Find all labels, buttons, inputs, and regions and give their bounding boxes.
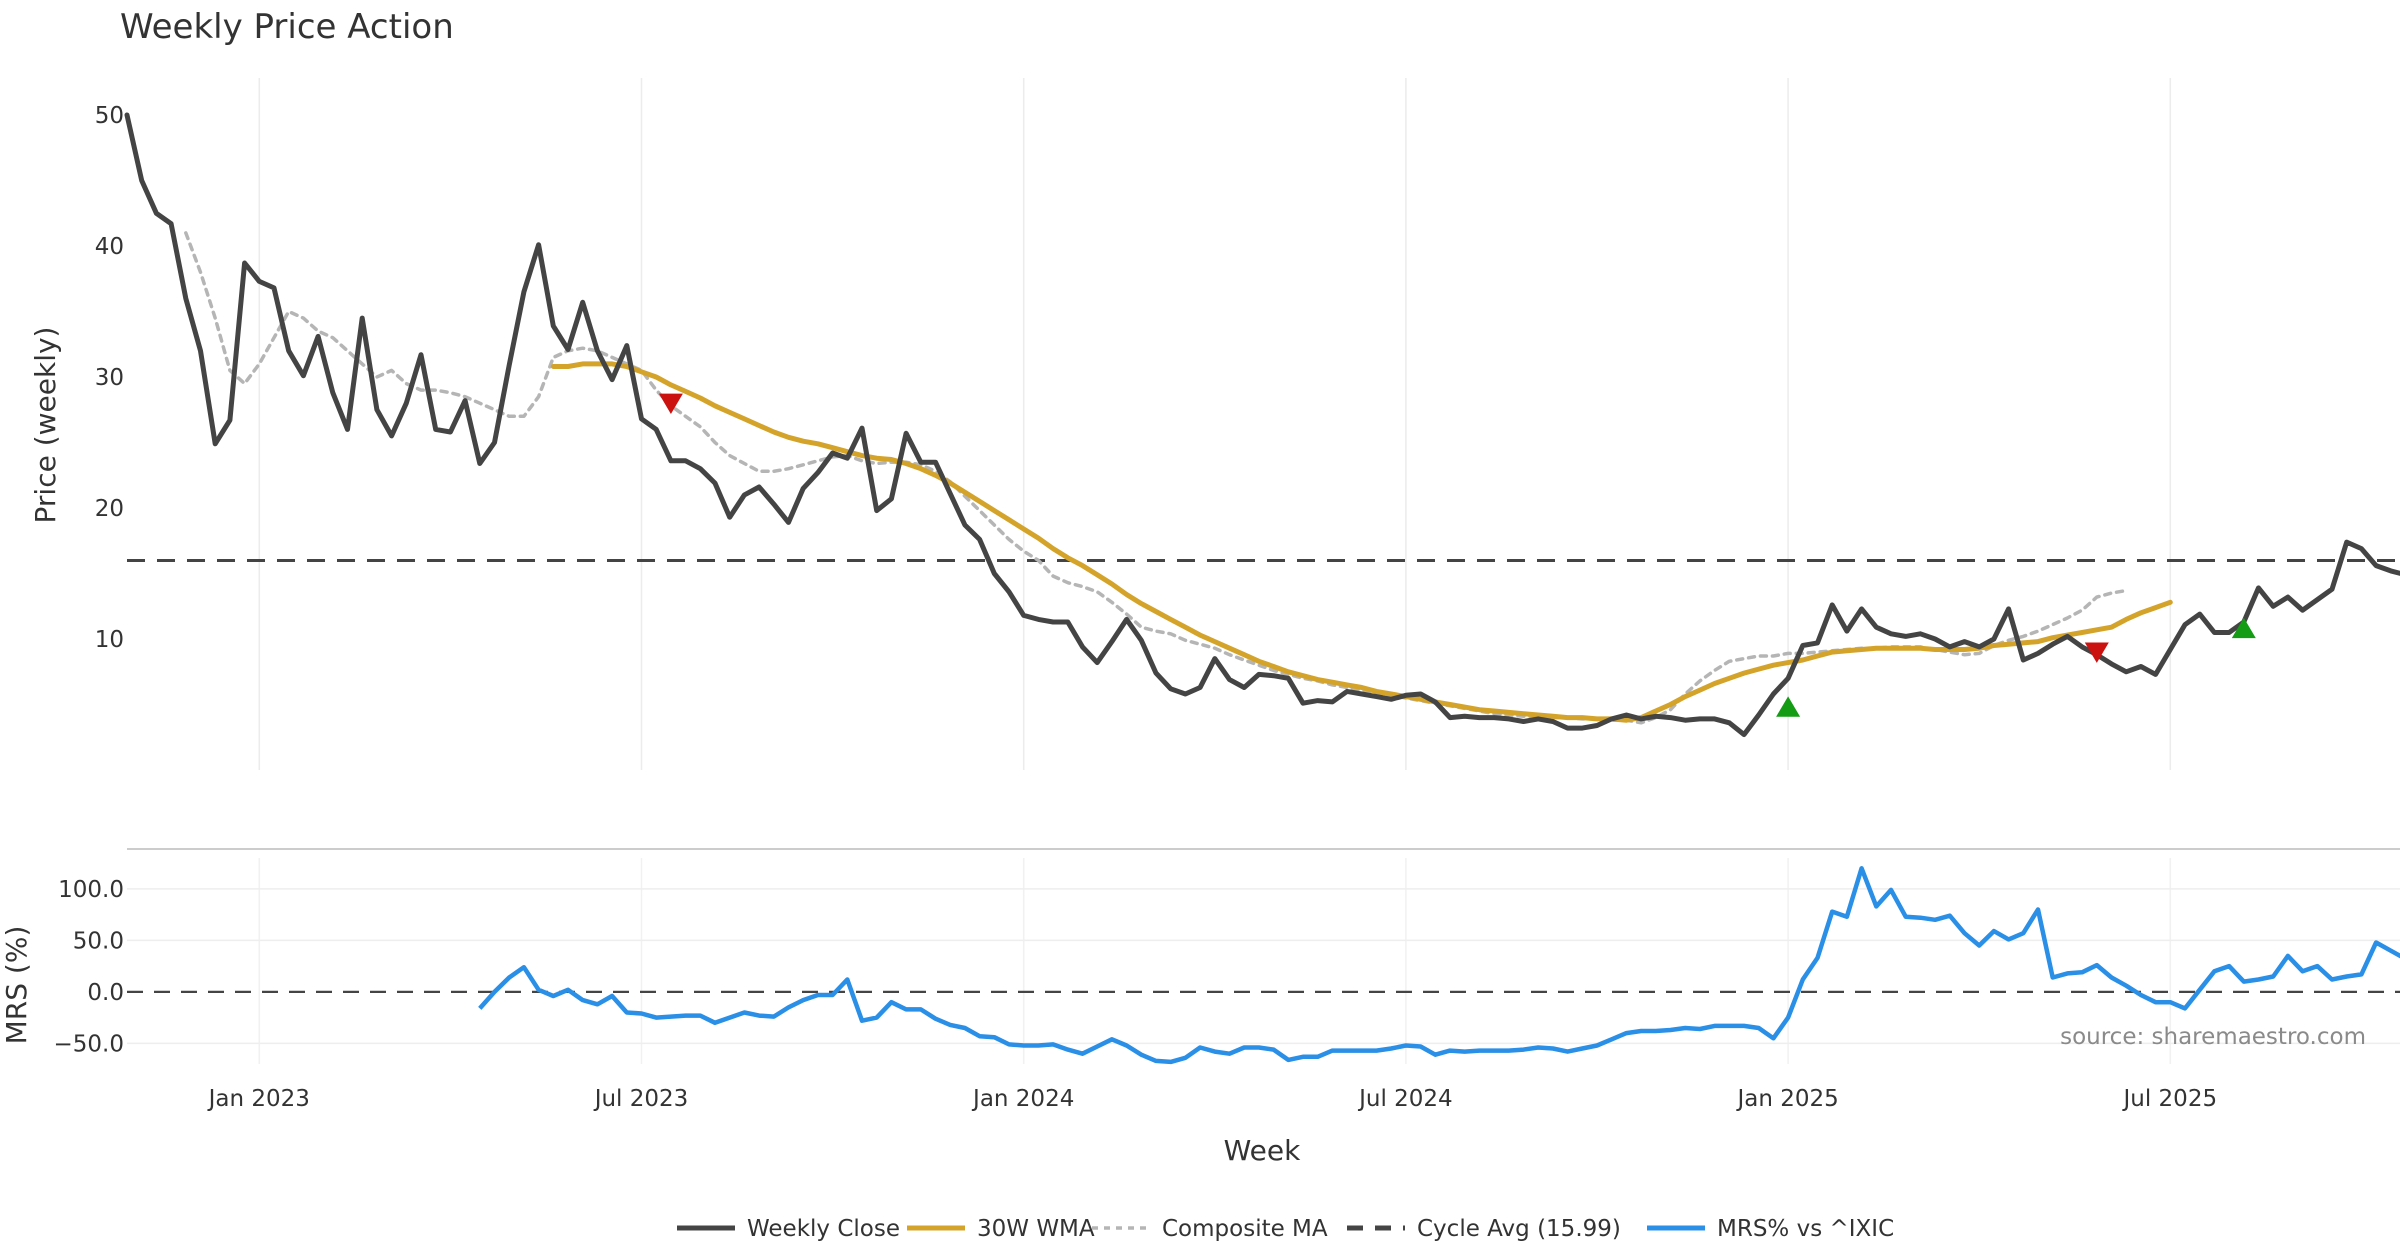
price-y-tick-label: 10 — [95, 627, 124, 653]
legend-label: Composite MA — [1162, 1216, 1328, 1242]
legend: Weekly Close 30W WMA Composite MA Cycle Avg… — [677, 1216, 1894, 1242]
sell-signal-marker — [658, 393, 683, 414]
x-axis-title: Week — [1224, 1134, 1301, 1167]
source-label: source: sharemaestro.com — [2060, 1024, 2366, 1050]
price-y-tick-label: 30 — [95, 365, 124, 391]
price-y-tick-label: 50 — [95, 103, 124, 129]
x-tick-label: Jul 2023 — [593, 1086, 689, 1112]
x-tick-label: Jul 2024 — [1357, 1086, 1453, 1112]
30w-wma-line — [550, 361, 2173, 723]
legend-label: 30W WMA — [977, 1216, 1095, 1242]
weekly-close-line — [124, 112, 2400, 738]
mrs-y-axis-title: MRS (%) — [0, 926, 33, 1045]
price-y-axis: 10 20 30 40 50 — [95, 103, 124, 653]
sell-signal-marker — [2084, 642, 2109, 663]
legend-item-cycle-avg-15-99: Cycle Avg (15.99) — [1347, 1216, 1621, 1242]
signal-markers — [658, 393, 2256, 717]
legend-item-30w-wma: 30W WMA — [907, 1216, 1095, 1242]
x-tick-label: Jan 2025 — [1735, 1086, 1838, 1112]
mrs-y-axis: −50.0 0.0 50.0 100.0 — [54, 877, 2400, 1057]
legend-item-weekly-close: Weekly Close — [677, 1216, 900, 1242]
buy-signal-marker — [1776, 696, 1801, 717]
mrs-y-tick-label: 0.0 — [87, 980, 124, 1006]
legend-label: MRS% vs ^IXIC — [1717, 1216, 1894, 1242]
x-axis-ticks: Jan 2023 Jul 2023 Jan 2024 Jul 2024 Jan 2025… — [207, 1086, 2217, 1112]
mrs-line — [478, 866, 2400, 1065]
composite-ma-line — [184, 231, 2128, 725]
legend-label: Cycle Avg (15.99) — [1417, 1216, 1621, 1242]
legend-item-composite-ma: Composite MA — [1092, 1216, 1328, 1242]
legend-label: Weekly Close — [747, 1216, 900, 1242]
legend-item-mrs-vs-ixic: MRS% vs ^IXIC — [1647, 1216, 1894, 1242]
price-y-axis-title: Price (weekly) — [29, 327, 62, 524]
vertical-gridlines — [258, 78, 2172, 1064]
price-y-tick-label: 20 — [95, 496, 124, 522]
mrs-y-tick-label: 50.0 — [73, 928, 124, 954]
x-tick-label: Jan 2023 — [207, 1086, 310, 1112]
mrs-series-group — [478, 866, 2400, 1065]
mrs-y-tick-label: 100.0 — [58, 877, 124, 903]
x-tick-label: Jan 2024 — [971, 1086, 1074, 1112]
price-y-tick-label: 40 — [95, 234, 124, 260]
chart-title: Weekly Price Action — [120, 7, 454, 47]
x-tick-label: Jul 2025 — [2121, 1086, 2217, 1112]
buy-signal-marker — [2231, 617, 2256, 639]
mrs-y-tick-label: −50.0 — [54, 1031, 124, 1057]
price-series-group — [124, 112, 2400, 738]
